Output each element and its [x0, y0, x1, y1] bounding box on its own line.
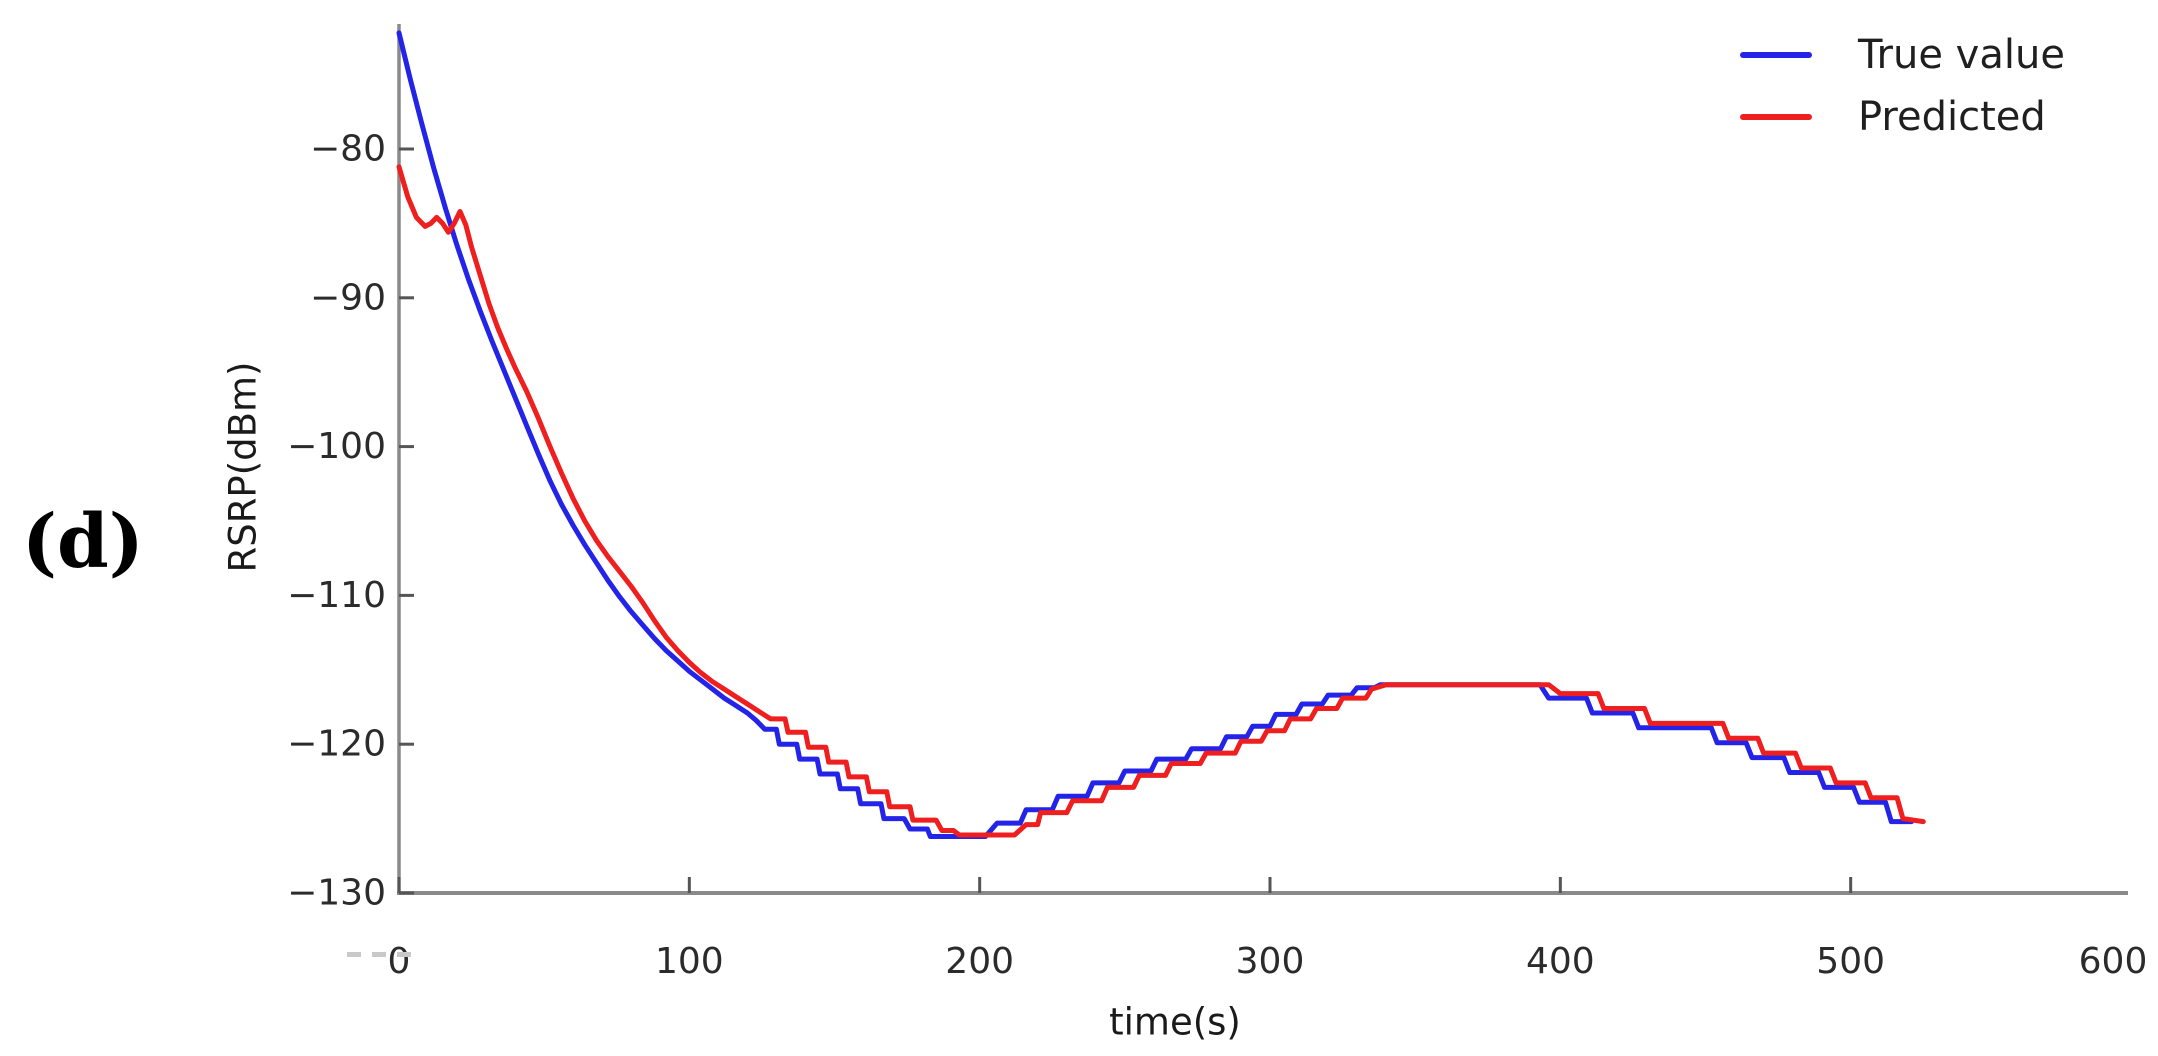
stray-dash-artifact	[347, 952, 413, 957]
x-tick-label: 100	[655, 941, 724, 982]
series-line-true-value	[396, 30, 1915, 839]
legend-label: True value	[1858, 32, 2065, 78]
x-tick-label: 500	[1816, 941, 1885, 982]
x-tick-label: 400	[1526, 941, 1595, 982]
y-tick-label: −110	[287, 575, 386, 616]
y-tick-label: −100	[287, 426, 386, 467]
x-tick-label: 600	[2079, 941, 2148, 982]
panel-label: (d)	[22, 499, 144, 585]
x-tick-label: 200	[945, 941, 1014, 982]
legend: True value Predicted	[1740, 24, 2065, 148]
y-tick-label: −130	[287, 873, 386, 914]
x-tick-label: 0	[388, 941, 411, 982]
series-line-predicted	[396, 164, 1926, 838]
x-axis-title: time(s)	[1109, 1000, 1241, 1044]
x-tick-label: 300	[1236, 941, 1305, 982]
legend-item-true-value: True value	[1740, 24, 2065, 86]
legend-item-predicted: Predicted	[1740, 86, 2065, 148]
legend-line-swatch-blue	[1740, 52, 1812, 58]
y-tick-label: −120	[287, 724, 386, 765]
y-tick-label: −80	[310, 128, 386, 169]
legend-line-swatch-red	[1740, 114, 1812, 120]
y-tick-label: −90	[310, 277, 386, 318]
legend-label: Predicted	[1858, 94, 2046, 140]
y-axis-title: RSRP(dBm)	[221, 361, 265, 573]
